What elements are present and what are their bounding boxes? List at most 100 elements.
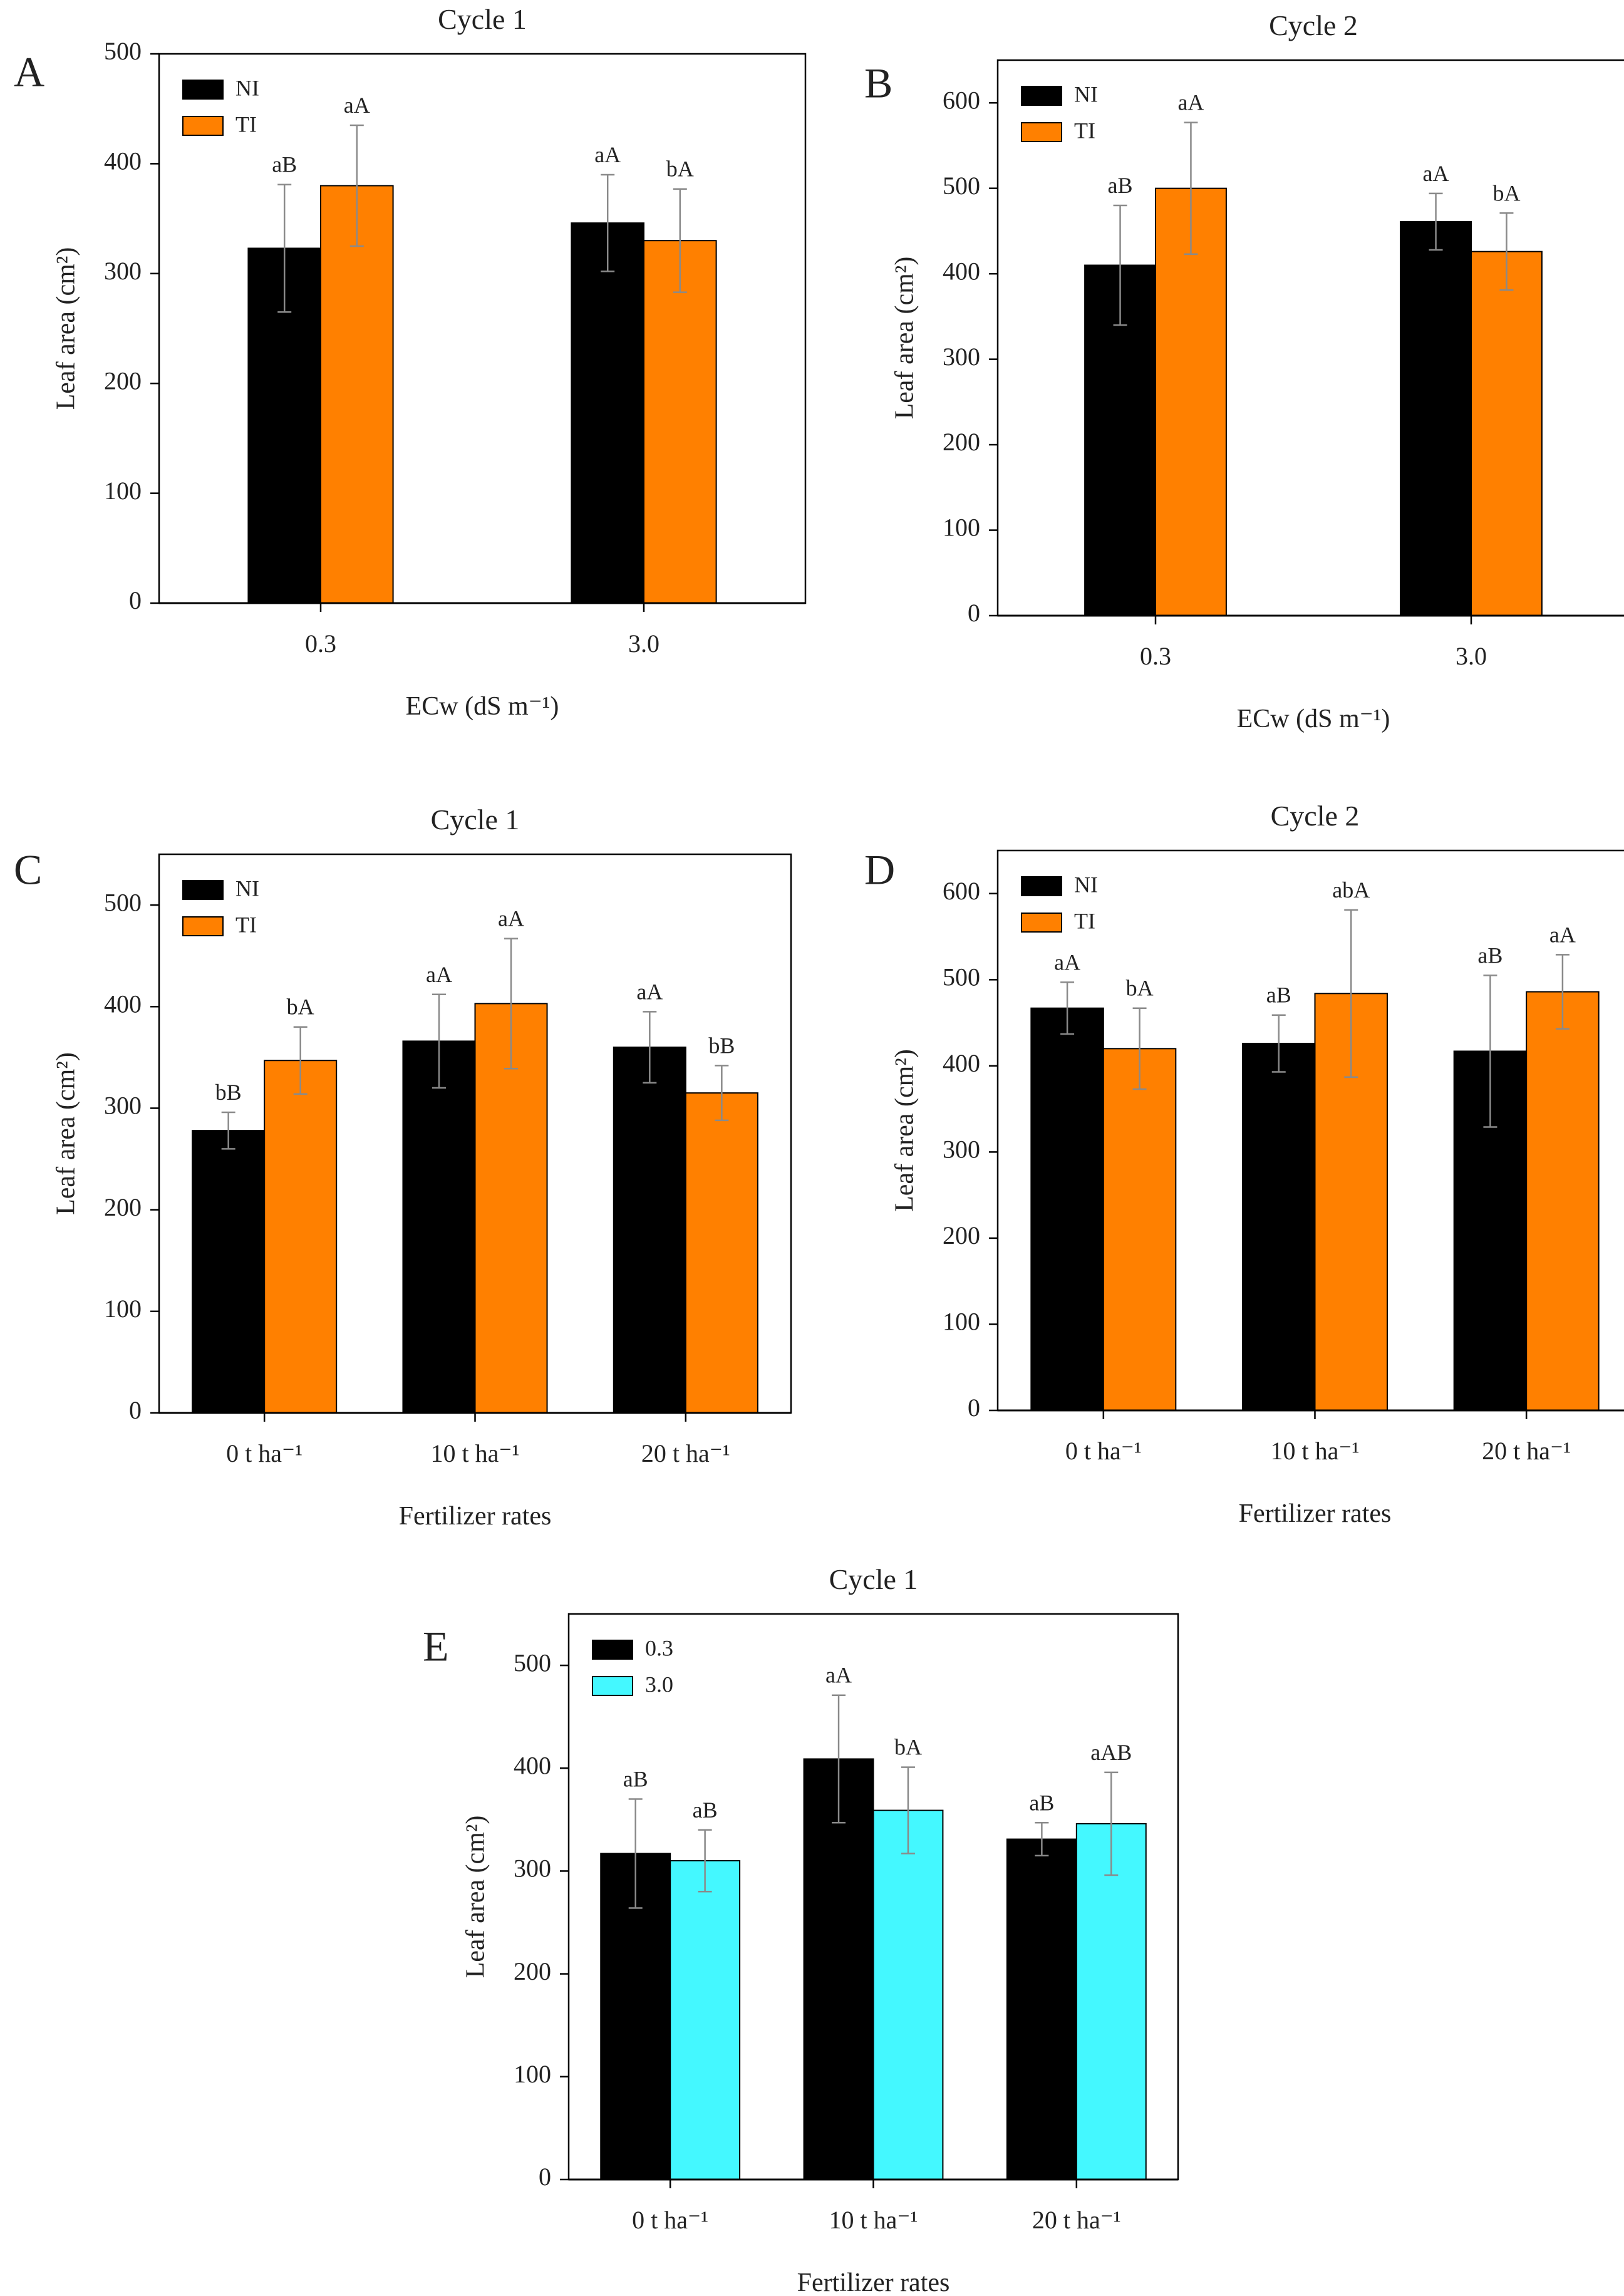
y-tick-label: 600 [943, 86, 980, 114]
y-axis-label: Leaf area (cm²) [891, 1049, 919, 1212]
x-tick-label: 0 t ha⁻¹ [632, 2206, 708, 2234]
bar-ni [402, 1040, 476, 1414]
legend-swatch [1021, 122, 1062, 142]
y-tick-label: 100 [104, 1295, 142, 1323]
data-label: aA [1549, 922, 1576, 947]
data-label: abA [1332, 877, 1370, 902]
panel-letter: C [14, 846, 42, 894]
data-label: aB [1266, 983, 1291, 1008]
y-tick-label: 100 [943, 1308, 980, 1336]
chart-title: Cycle 1 [431, 804, 520, 835]
bar-ni [613, 1047, 686, 1414]
data-label: aB [1108, 173, 1133, 198]
bar-ni [1242, 1043, 1316, 1411]
x-axis-label: ECw (dS m⁻¹) [406, 692, 559, 721]
legend-swatch [1021, 876, 1062, 896]
panel-letter: B [864, 59, 892, 107]
x-tick-label: 3.0 [628, 629, 659, 658]
x-tick-label: 3.0 [1456, 642, 1487, 670]
x-tick-label: 20 t ha⁻¹ [1482, 1437, 1571, 1465]
chart-panel-b: B Cycle 2 0 100 200 300 400 500 600 Leaf area (cm… [864, 9, 1624, 733]
y-tick-label: 200 [514, 1957, 551, 1985]
y-tick-label: 400 [943, 1049, 980, 1077]
legend-label: NI [235, 75, 259, 100]
panel-letter: A [14, 48, 44, 96]
bar-30 [872, 1809, 944, 2180]
data-label: aB [272, 152, 297, 177]
data-label: aB [1477, 943, 1502, 968]
y-tick-label: 400 [104, 147, 142, 175]
bar-03 [1006, 1838, 1077, 2180]
data-label: bA [1492, 180, 1520, 205]
y-tick-label: 100 [104, 477, 142, 505]
data-label: aA [1177, 90, 1204, 115]
y-tick-label: 400 [514, 1751, 551, 1779]
y-tick-label: 0 [129, 586, 142, 614]
data-label: bA [894, 1735, 922, 1760]
data-label: bA [287, 995, 314, 1020]
bar-ti [1155, 187, 1227, 616]
panel-letter: E [423, 1623, 449, 1670]
data-label: aA [594, 142, 621, 167]
y-axis-label: Leaf area (cm²) [462, 1816, 490, 1978]
bar-ti [685, 1092, 758, 1414]
data-label: bB [215, 1080, 242, 1105]
y-tick-label: 200 [104, 366, 142, 395]
y-tick-label: 300 [943, 343, 980, 371]
x-tick-label: 0 t ha⁻¹ [1065, 1437, 1142, 1465]
legend-swatch [182, 880, 224, 900]
data-label: aA [825, 1663, 852, 1688]
x-tick-label: 0 t ha⁻¹ [226, 1439, 303, 1467]
bar-30 [1075, 1823, 1147, 2180]
chart-title: Cycle 2 [1269, 9, 1358, 41]
bar-ni [571, 222, 645, 604]
y-tick-label: 200 [943, 1221, 980, 1249]
y-tick-label: 300 [104, 257, 142, 285]
y-tick-label: 500 [514, 1648, 551, 1677]
data-label: bA [666, 157, 694, 182]
y-tick-label: 100 [514, 2060, 551, 2088]
bar-ni [192, 1130, 266, 1414]
data-label: bA [1126, 976, 1154, 1001]
x-axis-label: Fertilizer rates [399, 1502, 552, 1531]
data-label: aAB [1090, 1740, 1132, 1765]
legend-swatch [592, 1640, 633, 1660]
bar-ni [1400, 220, 1472, 616]
y-tick-label: 400 [943, 257, 980, 285]
chart-title: Cycle 2 [1271, 800, 1360, 832]
x-tick-label: 0.3 [305, 629, 336, 658]
y-tick-label: 100 [943, 514, 980, 542]
bar-ni [1030, 1007, 1104, 1412]
chart-title: Cycle 1 [438, 3, 527, 35]
bar-ti [320, 185, 394, 604]
legend-label: TI [1074, 908, 1095, 933]
data-label: aA [1423, 161, 1449, 186]
data-label: aB [623, 1767, 648, 1792]
data-label: bB [708, 1033, 735, 1058]
y-tick-label: 0 [129, 1396, 142, 1424]
data-label: aA [498, 906, 524, 931]
y-tick-label: 300 [514, 1854, 551, 1883]
legend-label: NI [235, 876, 259, 901]
x-axis-label: Fertilizer rates [1239, 1499, 1392, 1528]
legend-swatch [182, 916, 224, 936]
legend-label: TI [235, 111, 257, 137]
y-tick-label: 500 [943, 172, 980, 200]
x-tick-label: 20 t ha⁻¹ [1032, 2206, 1121, 2234]
legend-swatch [182, 80, 224, 100]
y-axis-label: Leaf area (cm²) [52, 1052, 81, 1215]
legend-swatch [182, 116, 224, 136]
chart-title: Cycle 1 [829, 1563, 918, 1595]
legend-label: 0.3 [645, 1635, 673, 1660]
panel-letter: D [864, 846, 895, 894]
y-tick-label: 300 [104, 1092, 142, 1120]
y-tick-label: 500 [104, 888, 142, 916]
y-tick-label: 300 [943, 1135, 980, 1164]
bar-ti [264, 1060, 338, 1414]
x-axis-label: Fertilizer rates [797, 2268, 950, 2296]
chart-panel-e: E Cycle 1 0 100 200 300 400 500 Leaf area (cm²) 0… [423, 1563, 1179, 2296]
legend-swatch [1021, 86, 1062, 106]
y-tick-label: 0 [968, 1394, 980, 1422]
data-label: aA [344, 93, 370, 118]
data-label: aB [693, 1797, 718, 1823]
